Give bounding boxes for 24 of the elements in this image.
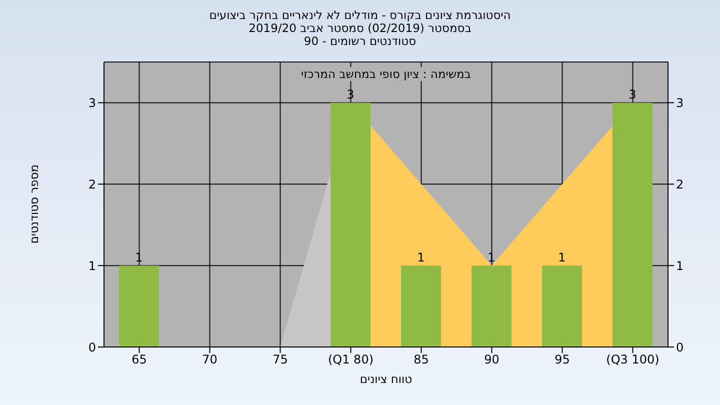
x-tick-label: (Q1 80) xyxy=(328,352,374,367)
y2-tick-label: 2 xyxy=(676,177,684,192)
text: סטודנטים רשומים - 90 xyxy=(304,34,416,48)
text: במשימה : ציון סופי במחשב המרכזי xyxy=(298,67,474,81)
x-tick-label: 65 xyxy=(132,352,147,367)
y2-tick-label: 1 xyxy=(676,258,684,273)
x-tick-label: 95 xyxy=(554,352,570,367)
y-tick-label: 2 xyxy=(88,177,96,192)
text: היסטוגרמת ציונים בקורס - מודלים לא לינאריים בחקר ביצועים xyxy=(209,8,511,22)
x-axis-title: טווח ציונים xyxy=(358,372,414,386)
y-tick-label: 3 xyxy=(88,96,96,110)
y-axis-title: מספר סטודנטים xyxy=(27,164,41,244)
x-tick-label: 70 xyxy=(202,352,218,367)
x-tick-label: (Q3 100) xyxy=(606,352,660,367)
data-label: 1 xyxy=(558,250,566,265)
y2-tick-label: 3 xyxy=(676,96,684,110)
y-tick-label: 0 xyxy=(88,340,96,354)
x-tick-label: 90 xyxy=(484,352,500,367)
text: בסמסטר (02/2019) סמסטר אביב 2019/20 xyxy=(248,21,472,35)
x-tick-label: 85 xyxy=(414,352,429,367)
y2-tick-label: 0 xyxy=(676,340,684,354)
x-tick-label: 75 xyxy=(272,352,288,367)
data-label: 1 xyxy=(417,250,425,265)
y-tick-label: 1 xyxy=(88,258,96,273)
